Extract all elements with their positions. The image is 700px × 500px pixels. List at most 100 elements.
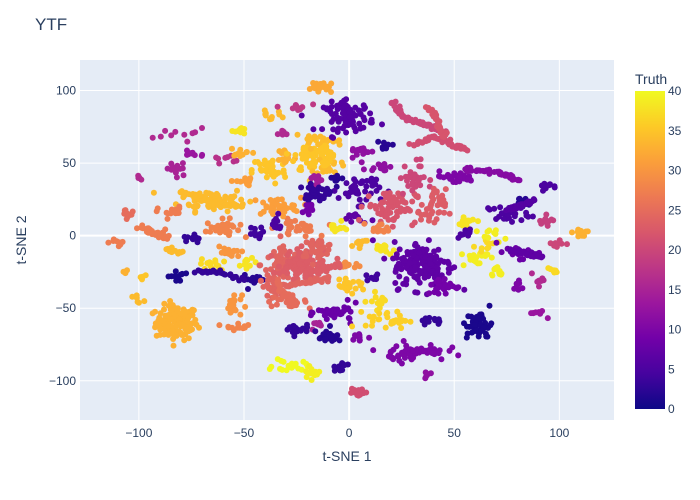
data-point (417, 182, 424, 189)
data-point (364, 177, 370, 184)
data-point (105, 239, 112, 246)
colorbar-tick-label: 25 (668, 203, 682, 217)
data-point (341, 122, 348, 129)
data-point (269, 157, 276, 164)
data-point (336, 276, 343, 283)
data-point (328, 98, 335, 105)
data-point (303, 153, 310, 159)
data-point (317, 322, 324, 329)
data-point (427, 177, 434, 183)
data-point (394, 208, 400, 215)
data-point (319, 276, 326, 283)
data-point (338, 283, 345, 290)
data-point (412, 264, 419, 270)
data-point (322, 336, 329, 343)
data-point (430, 350, 437, 357)
data-point (213, 190, 220, 197)
data-point (277, 233, 284, 240)
data-point (547, 240, 554, 247)
data-point (411, 171, 418, 178)
data-point (357, 110, 364, 117)
y-axis-title: t-SNE 2 (13, 215, 29, 264)
data-point (353, 187, 360, 194)
data-point (376, 316, 383, 323)
data-point (351, 176, 358, 183)
data-point (260, 208, 267, 215)
data-point (396, 246, 403, 253)
data-point (319, 126, 326, 133)
data-point (400, 338, 407, 344)
data-point (317, 81, 324, 87)
data-point (239, 203, 246, 210)
data-point (358, 203, 365, 210)
data-point (274, 255, 281, 262)
data-point (409, 198, 416, 205)
data-point (407, 318, 414, 325)
data-point (247, 198, 254, 205)
data-point (352, 112, 359, 119)
data-point (355, 278, 362, 285)
data-point (423, 206, 430, 213)
data-point (313, 267, 320, 274)
data-point (270, 269, 277, 276)
data-point (344, 261, 351, 268)
data-point (513, 280, 520, 287)
data-point (335, 138, 342, 145)
data-point (258, 277, 264, 284)
data-point (392, 280, 399, 286)
data-point (437, 197, 444, 204)
data-point (239, 248, 246, 255)
data-point (248, 224, 255, 231)
data-point (300, 146, 307, 153)
data-point (456, 173, 463, 180)
data-point (457, 231, 464, 238)
data-point (343, 226, 350, 233)
data-point (298, 184, 305, 191)
data-point (216, 243, 223, 250)
data-point (229, 145, 235, 152)
data-point (157, 331, 164, 338)
data-point (164, 210, 171, 217)
data-point (249, 254, 255, 261)
data-point (265, 285, 272, 292)
data-point (279, 114, 286, 121)
data-point (442, 290, 449, 297)
data-point (235, 227, 242, 234)
data-point (250, 149, 257, 156)
data-point (292, 152, 299, 158)
colorbar-tick-label: 5 (668, 362, 675, 376)
data-point (471, 243, 477, 250)
data-point (310, 84, 317, 91)
data-point (247, 231, 254, 237)
data-point (436, 277, 443, 284)
data-point (363, 183, 370, 190)
data-point (308, 309, 315, 316)
data-point (355, 392, 362, 399)
data-point (216, 229, 223, 236)
data-point (345, 193, 352, 200)
data-point (362, 298, 369, 305)
data-point (324, 105, 330, 112)
data-point (274, 103, 281, 110)
data-point (348, 218, 355, 225)
data-point (165, 323, 172, 330)
data-point (256, 262, 263, 269)
data-point (492, 227, 499, 234)
data-point (417, 174, 424, 181)
data-point (162, 127, 169, 134)
data-point (170, 330, 177, 337)
data-point (393, 266, 400, 273)
data-point (425, 217, 432, 224)
data-point (275, 210, 282, 217)
data-point (245, 322, 252, 328)
data-point (426, 290, 433, 297)
data-point (318, 237, 325, 244)
data-point (455, 352, 462, 359)
data-point (308, 377, 315, 383)
data-point (226, 215, 233, 222)
data-point (328, 103, 335, 110)
data-point (224, 154, 231, 161)
data-point (403, 342, 410, 349)
data-point (305, 193, 312, 200)
data-point (266, 298, 273, 305)
